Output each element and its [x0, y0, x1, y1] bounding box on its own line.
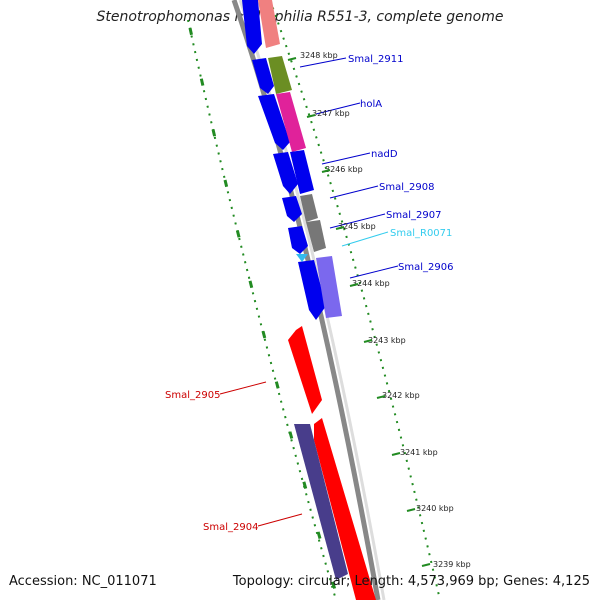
- gene-forward: [298, 260, 326, 320]
- connector-hola: [315, 102, 361, 115]
- gene-purple: [316, 256, 342, 318]
- gene-label-smal-2911[interactable]: Smal_2911: [348, 54, 403, 65]
- connector-smal-2908: [329, 185, 379, 199]
- gene-label-smal-2906[interactable]: Smal_2906: [398, 262, 453, 273]
- tick-label: 3244 kbp: [352, 279, 390, 288]
- connector-smal-2905: [219, 381, 267, 395]
- gene-forward: [288, 226, 308, 254]
- accession-text: Accession: NC_011071: [9, 574, 157, 589]
- outer-tick-ring: [269, 0, 441, 600]
- gene-gray: [300, 194, 318, 222]
- gene-label-smal-2905[interactable]: Smal_2905: [165, 390, 220, 401]
- gene-magenta: [276, 92, 306, 152]
- inner-gc-ring: [187, 19, 337, 600]
- gene-blue2: [290, 150, 314, 194]
- topology-text: Topology: circular; Length: 4,573,969 bp…: [232, 574, 590, 589]
- map-title: Stenotrophomonas maltophilia R551-3, com…: [96, 9, 504, 25]
- gene-salmon: [258, 0, 280, 48]
- gene-darkblue: [294, 424, 348, 580]
- tick-label: 3247 kbp: [312, 109, 350, 118]
- gene-label-nadd[interactable]: nadD: [371, 149, 398, 160]
- gene-forward: [252, 58, 274, 94]
- gene-gray2: [306, 220, 326, 252]
- tick-label: 3243 kbp: [368, 336, 406, 345]
- gene-label-smal-2904[interactable]: Smal_2904: [203, 522, 258, 533]
- gene-reverse: [288, 326, 322, 414]
- right-ticks: [287, 57, 431, 567]
- connector-smal-2904: [257, 513, 303, 527]
- connector-smal-r0071: [341, 231, 389, 247]
- connector-smal-2906: [349, 265, 399, 279]
- gene-forward: [282, 196, 302, 222]
- tick-label: 3239 kbp: [433, 560, 471, 569]
- gene-label-smal-r0071[interactable]: Smal_R0071: [390, 228, 452, 239]
- tick-label: 3241 kbp: [400, 448, 438, 457]
- gene-label-smal-2907[interactable]: Smal_2907: [386, 210, 441, 221]
- connector-smal-2911: [299, 57, 347, 68]
- gene-forward: [273, 152, 298, 194]
- tick-label: 3248 kbp: [300, 51, 338, 60]
- tick-label: 3242 kbp: [382, 391, 420, 400]
- connector-smal-2907: [329, 213, 386, 229]
- connector-nadd: [321, 152, 371, 165]
- gene-label-smal-2908[interactable]: Smal_2908: [379, 182, 434, 193]
- gene-forward: [242, 0, 262, 54]
- gene-olive: [268, 56, 292, 94]
- tick-label: 3240 kbp: [416, 504, 454, 513]
- tick-label: 3246 kbp: [325, 165, 363, 174]
- tick-label: 3245 kbp: [338, 222, 376, 231]
- gene-trna: [296, 254, 308, 262]
- gene-label-hola[interactable]: holA: [360, 99, 382, 110]
- gene-reverse: [314, 418, 376, 600]
- gene-forward: [258, 94, 290, 150]
